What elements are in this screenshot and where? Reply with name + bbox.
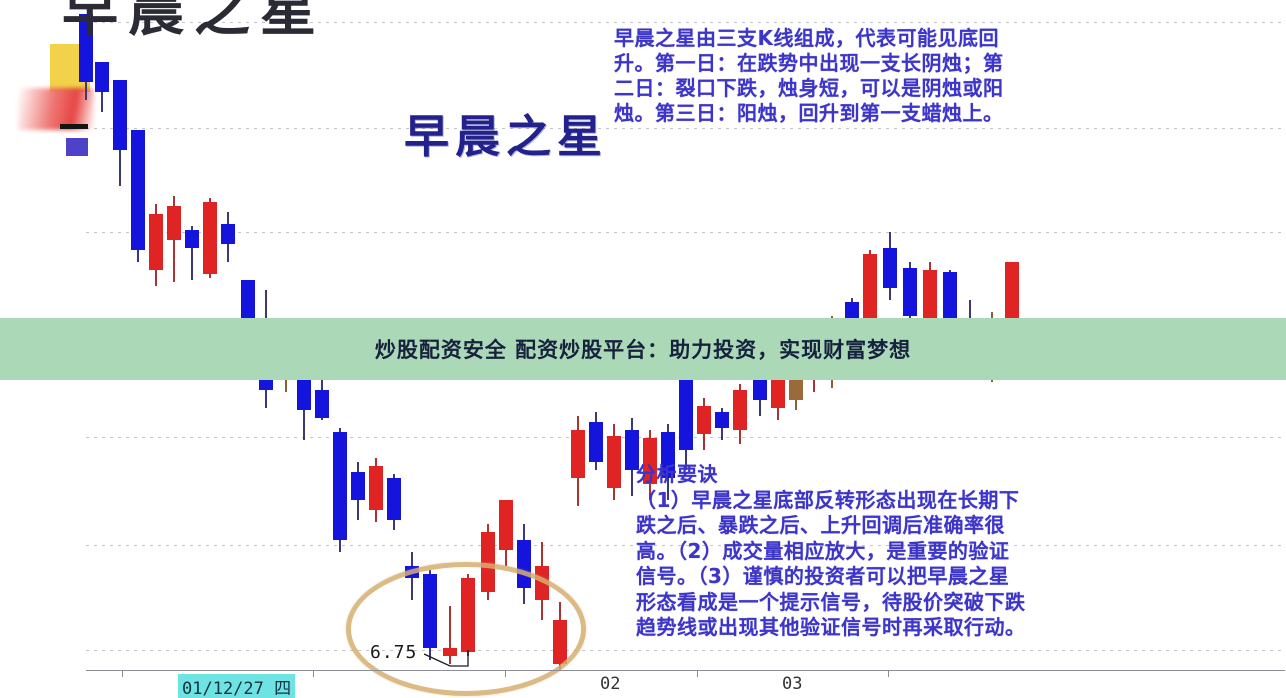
- candle-body: [387, 478, 401, 520]
- candle-body: [715, 412, 729, 428]
- candle-body: [333, 432, 347, 540]
- x-axis-tick: [313, 671, 314, 677]
- candle: [185, 226, 199, 280]
- candle: [923, 262, 937, 328]
- candle-body: [661, 432, 675, 478]
- candle-body: [643, 438, 657, 484]
- candle-body: [589, 422, 603, 462]
- candle-body: [79, 14, 93, 82]
- candle: [733, 384, 747, 444]
- gridline: [86, 650, 1285, 651]
- promo-banner: 炒股配资安全 配资炒股平台：助力投资，实现财富梦想: [0, 318, 1286, 380]
- candle: [351, 462, 365, 520]
- candle-body: [185, 230, 199, 248]
- candle-body: [113, 80, 127, 150]
- candle: [943, 270, 957, 338]
- candle: [499, 500, 513, 566]
- candle: [131, 130, 145, 262]
- candle: [643, 430, 657, 500]
- candle-body: [221, 224, 235, 244]
- candle: [221, 212, 235, 262]
- annotation-analysis-body: （1）早晨之星底部反转形态出现在长期下跌之后、暴跌之后、上升回调后准确率很高。（…: [636, 487, 1026, 640]
- x-axis-tick: [122, 671, 123, 677]
- candle: [589, 412, 603, 470]
- candle: [607, 424, 621, 500]
- candle-body: [863, 254, 877, 318]
- candle: [95, 62, 109, 112]
- candle: [571, 416, 585, 506]
- candle: [883, 232, 897, 300]
- x-axis-tick: [505, 671, 506, 677]
- x-axis-label-02: 02: [600, 674, 621, 694]
- candle: [167, 196, 181, 282]
- candle: [679, 368, 693, 470]
- candle-body: [315, 390, 329, 418]
- candle-body: [771, 378, 785, 408]
- candle-body: [149, 214, 163, 270]
- candle: [715, 408, 729, 440]
- annotation-analysis-heading: 分析要诀: [636, 462, 718, 486]
- candle: [369, 458, 383, 522]
- black-bar: [60, 124, 88, 129]
- candle-body: [697, 406, 711, 434]
- candle-body: [733, 390, 747, 430]
- candle-wick: [191, 226, 193, 280]
- promo-banner-text: 炒股配资安全 配资炒股平台：助力投资，实现财富梦想: [374, 338, 912, 362]
- chart-title-top: 早晨之星: [62, 0, 326, 44]
- candle-body: [607, 436, 621, 488]
- x-axis-tick: [697, 671, 698, 677]
- candle: [113, 80, 127, 186]
- candle: [387, 474, 401, 530]
- candle-body: [167, 206, 181, 240]
- candle-body: [203, 202, 217, 274]
- candle-body: [923, 270, 937, 320]
- candle-body: [297, 378, 311, 410]
- gridline: [86, 545, 1285, 546]
- gridline: [86, 232, 1285, 233]
- candle-body: [883, 248, 897, 288]
- candle-body: [369, 466, 383, 510]
- blue-block: [66, 138, 88, 156]
- candle: [771, 370, 785, 420]
- candle-body: [679, 374, 693, 450]
- candle: [625, 418, 639, 496]
- candle-body: [571, 430, 585, 478]
- gridline: [86, 128, 1285, 129]
- price-callout-label: 6.75: [370, 642, 418, 663]
- candle: [203, 198, 217, 278]
- annotation-morning-star-definition: 早晨之星由三支K线组成，代表可能见底回升。第一日：在跌势中出现一支长阴烛；第二日…: [614, 26, 1004, 125]
- x-axis-selected-date-label: 01/12/27 四: [182, 678, 292, 698]
- gridline: [86, 22, 1285, 23]
- candle-body: [943, 272, 957, 330]
- x-axis-label-03: 03: [782, 674, 803, 694]
- candle-body: [131, 130, 145, 250]
- candle: [697, 398, 711, 450]
- red-gradient-block: [18, 88, 94, 130]
- chart-title-calligraphy: 早晨之星: [404, 110, 609, 163]
- candle: [661, 424, 675, 500]
- x-axis-selected-date[interactable]: 01/12/27 四: [178, 674, 296, 698]
- candle-body: [903, 268, 917, 316]
- x-axis-tick: [888, 671, 889, 677]
- callout-leader-line: [424, 650, 469, 667]
- candle: [863, 250, 877, 322]
- annotation-analysis-tips: 分析要诀 （1）早晨之星底部反转形态出现在长期下跌之后、暴跌之后、上升回调后准确率…: [636, 462, 1028, 641]
- morning-star-highlight-ellipse: [346, 562, 586, 696]
- candle: [333, 428, 347, 552]
- candle-body: [95, 62, 109, 92]
- candle-body: [499, 500, 513, 550]
- candle-body: [351, 472, 365, 500]
- candle: [315, 380, 329, 420]
- candle: [297, 360, 311, 440]
- candle: [903, 262, 917, 320]
- candle: [149, 204, 163, 286]
- candle: [79, 14, 93, 100]
- x-axis-line: [86, 670, 1285, 671]
- candle-body: [625, 430, 639, 470]
